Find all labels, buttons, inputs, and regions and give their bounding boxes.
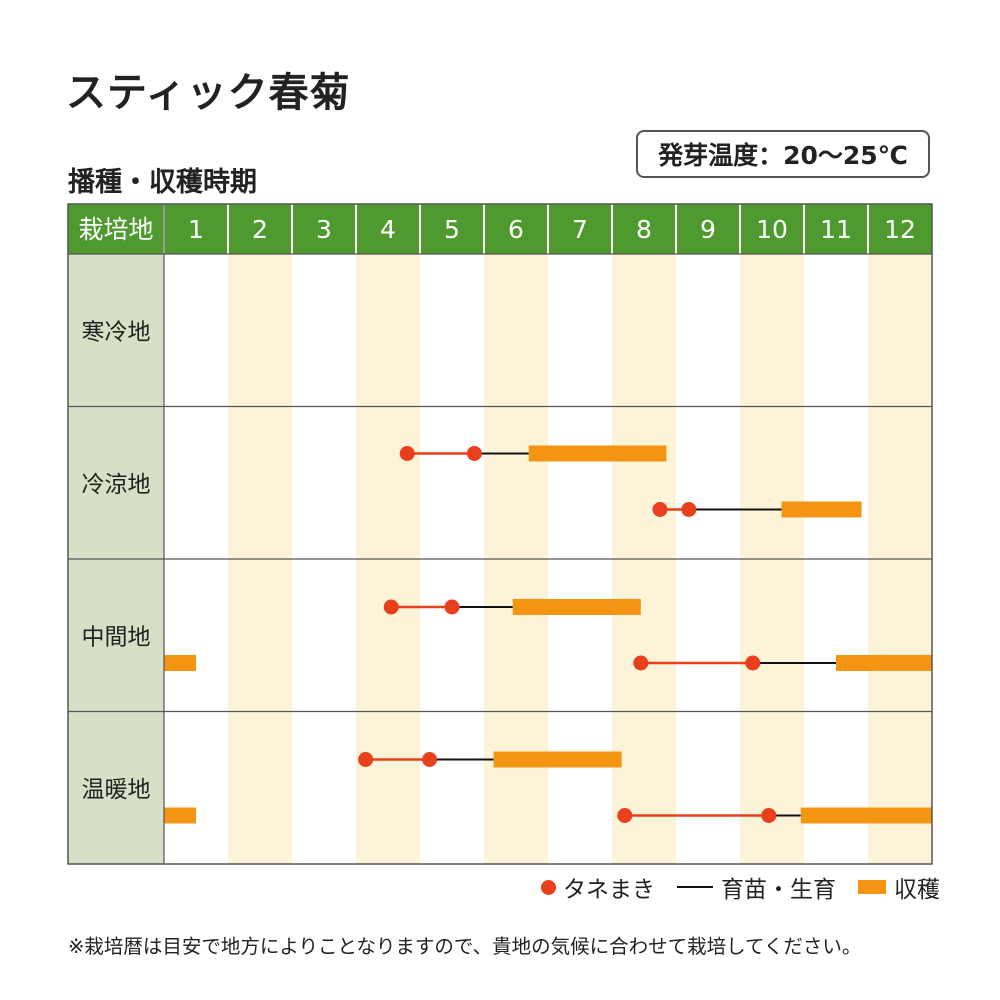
legend-growing: 育苗・生育 (677, 870, 836, 904)
month-label-2: 2 (252, 215, 268, 244)
sowing-start-dot (358, 752, 374, 767)
month-label-11: 11 (820, 215, 852, 244)
month-label-6: 6 (508, 215, 524, 244)
month-label-12: 12 (884, 215, 916, 244)
header-label: 栽培地 (78, 215, 153, 244)
harvest-bar (493, 751, 622, 768)
legend-harvest: 収穫 (858, 870, 940, 904)
month-label-5: 5 (444, 215, 460, 244)
month-label-4: 4 (380, 215, 396, 244)
region-label-2: 中間地 (82, 624, 151, 650)
growing-line-icon (677, 886, 713, 888)
harvest-bar (164, 807, 196, 824)
harvest-bar (800, 807, 932, 824)
legend-sowing: タネまき (541, 870, 655, 904)
sowing-start-dot (633, 655, 649, 671)
harvest-bar-icon (858, 880, 886, 894)
month-label-10: 10 (756, 215, 788, 244)
sowing-start-dot (617, 808, 633, 823)
page-title: スティック春菊 (66, 70, 351, 116)
harvest-bar (528, 445, 667, 462)
region-label-0: 寒冷地 (82, 319, 151, 345)
sowing-end-dot (745, 655, 761, 671)
table-border (67, 203, 933, 865)
legend-harvest-label: 収穫 (894, 877, 940, 903)
sowing-dot-icon (541, 879, 556, 895)
chart-legend: タネまき 育苗・生育 収穫 (500, 870, 940, 904)
harvest-bar (164, 655, 196, 671)
footnote: ※栽培暦は目安で地方によりことなりますので、貴地の気候に合わせて栽培してください… (68, 935, 862, 958)
harvest-bar (512, 599, 641, 615)
month-label-7: 7 (572, 215, 588, 244)
harvest-bar (836, 655, 932, 671)
region-label-3: 温暖地 (82, 777, 151, 803)
legend-growing-label: 育苗・生育 (721, 877, 836, 903)
month-label-1: 1 (188, 215, 204, 244)
sowing-end-dot (761, 808, 777, 823)
sowing-end-dot (422, 752, 438, 767)
germination-temp-badge: 発芽温度：20〜25℃ (636, 130, 930, 178)
month-label-8: 8 (636, 215, 652, 244)
legend-sowing-label: タネまき (563, 877, 655, 903)
sowing-start-dot (652, 502, 668, 517)
header-row (68, 204, 932, 254)
month-label-9: 9 (700, 215, 716, 244)
sowing-end-dot (466, 446, 482, 461)
month-label-3: 3 (316, 215, 332, 244)
sowing-start-dot (399, 446, 415, 461)
sowing-end-dot (681, 502, 697, 517)
region-label-1: 冷涼地 (82, 472, 151, 498)
harvest-bar (781, 501, 862, 518)
sowing-start-dot (383, 599, 399, 615)
chart-subtitle: 播種・収穫時期 (68, 167, 257, 198)
sowing-end-dot (444, 599, 460, 615)
